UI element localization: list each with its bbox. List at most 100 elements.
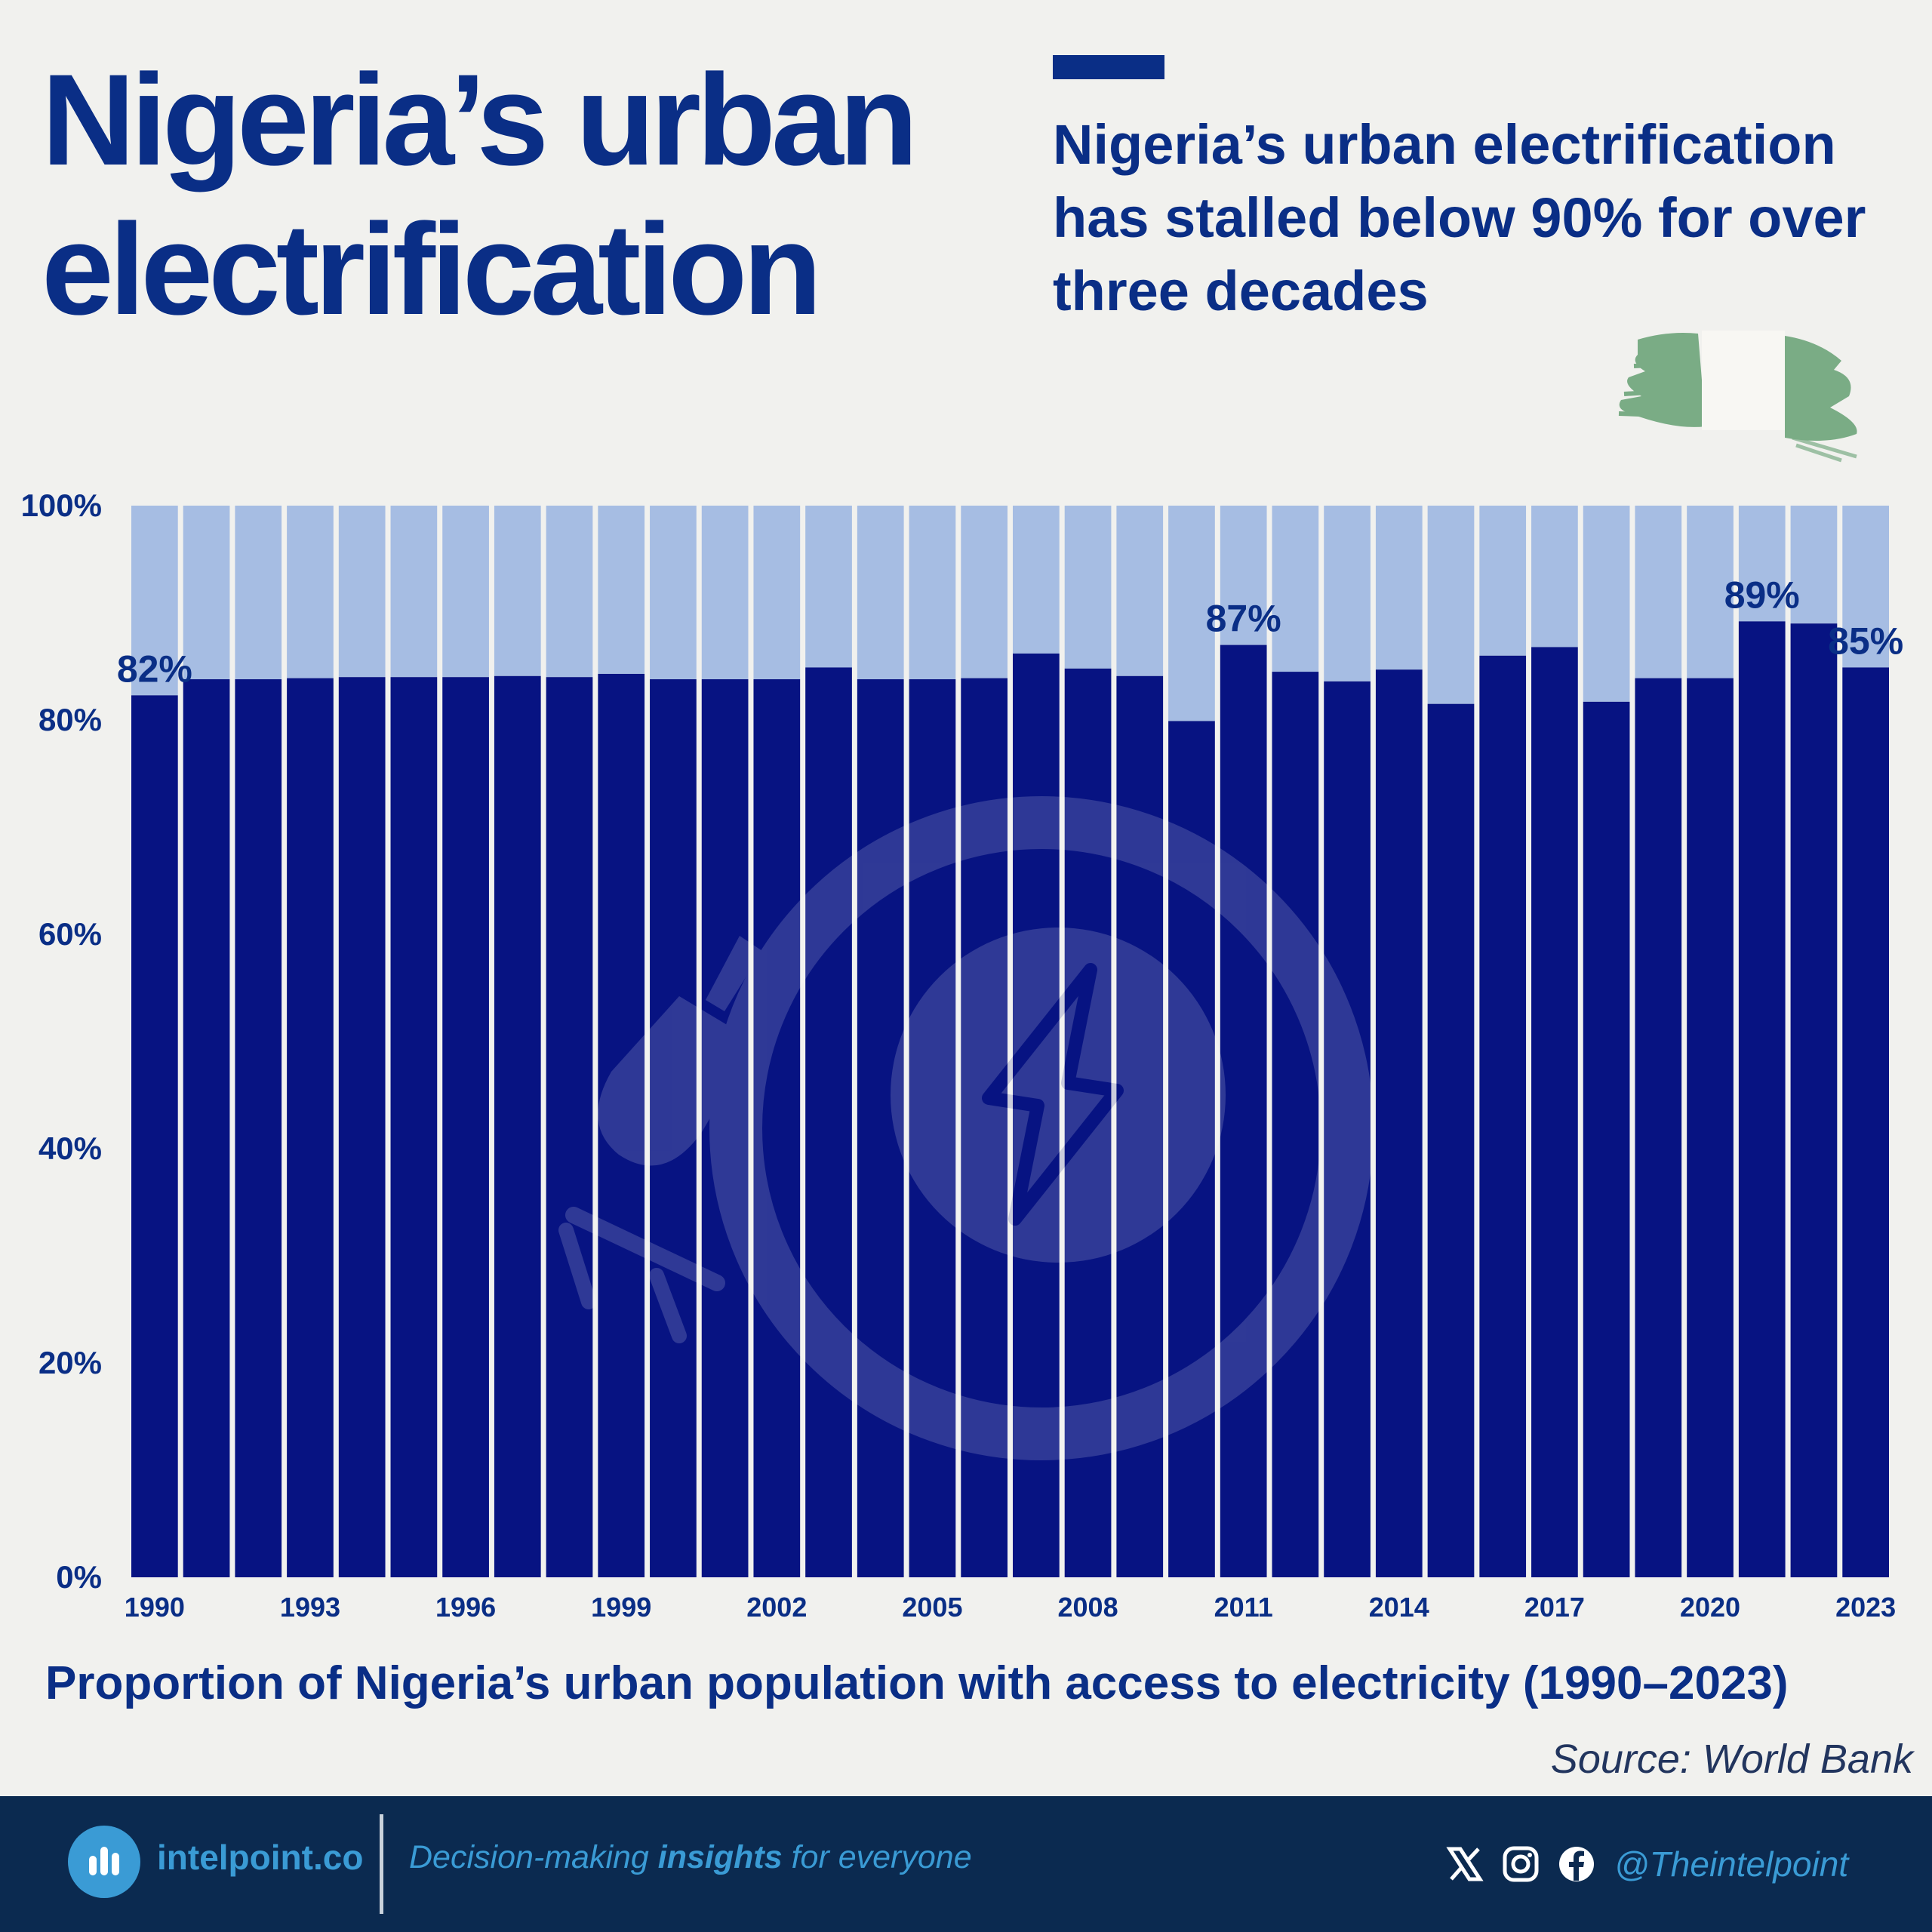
bar-2009 — [1116, 675, 1164, 1577]
data-labels: 82% 87% 89% 85% — [117, 574, 1903, 690]
accent-bar — [1053, 55, 1164, 79]
flag-left-streaks — [1618, 363, 1661, 417]
data-label-2023: 85% — [1828, 620, 1903, 662]
facebook-icon[interactable] — [1557, 1844, 1596, 1884]
bar-remainder-2020 — [1687, 506, 1734, 678]
bar-remainder-2022 — [1790, 506, 1838, 624]
data-label-1990: 82% — [117, 648, 192, 690]
bar-remainder-2003 — [805, 506, 852, 668]
bar-remainder-2023 — [1842, 506, 1889, 668]
bar-2019 — [1635, 678, 1682, 1577]
bar-remainder-2006 — [961, 506, 1008, 678]
tagline-pre: Decision-making — [409, 1839, 658, 1875]
bar-remainder-2018 — [1583, 506, 1630, 702]
bar-remainder-2013 — [1324, 506, 1371, 681]
footer-tagline: Decision-making insights for everyone — [409, 1839, 972, 1876]
bar-1996 — [442, 677, 489, 1578]
bar-remainder-2007 — [1013, 506, 1060, 654]
social-links: @Theintelpoint — [1445, 1838, 1848, 1890]
y-tick-label: 0% — [56, 1559, 102, 1595]
x-tick-label: 1999 — [591, 1592, 651, 1623]
bar-2002 — [753, 679, 801, 1577]
bar-2023 — [1842, 667, 1889, 1577]
bar-remainder-1999 — [598, 506, 645, 674]
bar-remainder-2009 — [1116, 506, 1164, 676]
bar-remainder-2016 — [1479, 506, 1527, 656]
bar-remainder-2012 — [1272, 506, 1319, 672]
flag-left-green — [1619, 333, 1706, 427]
footer-brand-link[interactable]: intelpoint.co — [157, 1838, 364, 1877]
plug-watermark-icon — [558, 796, 1374, 1460]
bar-2018 — [1583, 701, 1630, 1577]
x-tick-label: 2002 — [746, 1592, 807, 1623]
bar-1990 — [131, 695, 178, 1577]
bar-1992 — [235, 679, 282, 1577]
bar-remainder-1998 — [546, 506, 593, 678]
bar-remainder-2008 — [1064, 506, 1112, 669]
bar-remainder-1997 — [494, 506, 541, 676]
y-tick-label: 20% — [38, 1345, 102, 1380]
page-subtitle: Nigeria’s urban electrification has stal… — [1053, 113, 1866, 322]
bar-2005 — [909, 679, 956, 1577]
y-tick-label: 80% — [38, 702, 102, 737]
footer: intelpoint.co Decision-making insights f… — [0, 1796, 1932, 1932]
chart-caption: Proportion of Nigeria’s urban population… — [45, 1657, 1789, 1709]
bar-2022 — [1790, 623, 1838, 1578]
bar-remainder-2010 — [1168, 506, 1215, 721]
x-tick-label: 1993 — [280, 1592, 340, 1623]
bar-remainder-2005 — [909, 506, 956, 680]
flag-right-green — [1785, 336, 1857, 441]
bar-remainder-1990 — [131, 506, 178, 696]
flag-white-stripe — [1702, 331, 1785, 430]
x-tick-label: 2008 — [1058, 1592, 1118, 1623]
bar-remainder-2017 — [1531, 506, 1578, 648]
nigeria-flag-icon — [1618, 331, 1857, 463]
x-tick-label: 1996 — [435, 1592, 496, 1623]
bar-2015 — [1427, 703, 1475, 1578]
bar-remainder-2014 — [1375, 506, 1423, 670]
bar-remainder-2004 — [857, 506, 904, 680]
bar-1995 — [390, 677, 438, 1578]
data-label-2011: 87% — [1206, 598, 1281, 640]
tagline-post: for everyone — [782, 1839, 972, 1875]
social-handle[interactable]: @Theintelpoint — [1614, 1844, 1849, 1884]
bar-remainder-2019 — [1635, 506, 1682, 678]
bar-remainder-1991 — [183, 506, 230, 680]
bar-2007 — [1013, 653, 1060, 1578]
instagram-icon[interactable] — [1501, 1844, 1540, 1884]
x-tick-label: 2005 — [902, 1592, 962, 1623]
bar-2016 — [1479, 655, 1527, 1577]
bar-2001 — [701, 679, 749, 1577]
bar-2020 — [1687, 678, 1734, 1577]
x-tick-label: 2011 — [1214, 1592, 1273, 1623]
bar-remainder-1995 — [390, 506, 438, 678]
bar-1998 — [546, 677, 593, 1578]
bar-2000 — [650, 679, 697, 1577]
bar-remainder-2021 — [1738, 506, 1786, 622]
bar-2017 — [1531, 647, 1578, 1578]
bar-1997 — [494, 675, 541, 1577]
tagline-bold: insights — [657, 1839, 783, 1875]
bar-remainder-1992 — [235, 506, 282, 680]
bar-remainder-1994 — [338, 506, 386, 678]
bar-remainder-1993 — [287, 506, 334, 678]
bar-2010 — [1168, 721, 1215, 1577]
x-icon[interactable] — [1445, 1844, 1484, 1884]
x-tick-label: 1990 — [125, 1592, 185, 1623]
bars-group — [131, 506, 1889, 1578]
x-axis: 1990 1993 1996 1999 2002 2005 2008 2011 2014 2017… — [125, 1592, 1896, 1623]
bar-1993 — [287, 678, 334, 1577]
flag-right-streaks — [1792, 435, 1857, 463]
bar-2008 — [1064, 668, 1112, 1577]
bar-remainder-2011 — [1220, 506, 1267, 645]
y-tick-label: 100% — [21, 488, 102, 523]
bar-2012 — [1272, 672, 1319, 1577]
bar-1999 — [598, 673, 645, 1578]
x-tick-label: 2020 — [1680, 1592, 1740, 1623]
bar-1991 — [183, 679, 230, 1577]
intelpoint-logo-icon[interactable] — [68, 1826, 140, 1898]
bar-2004 — [857, 679, 904, 1577]
x-tick-label: 2014 — [1369, 1592, 1429, 1623]
bar-remainder-2000 — [650, 506, 697, 680]
bar-remainder-1996 — [442, 506, 489, 678]
